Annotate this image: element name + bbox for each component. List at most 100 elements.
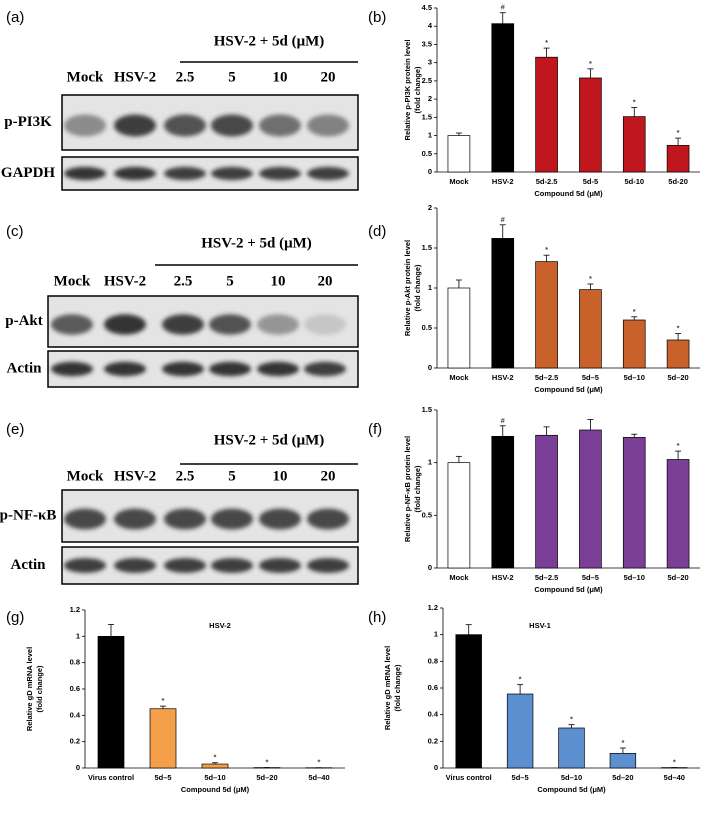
bar bbox=[201, 763, 229, 769]
bar bbox=[622, 437, 646, 569]
band bbox=[211, 508, 253, 530]
x-axis-label: Compound 5d (μM) bbox=[181, 785, 250, 794]
significance-marker: # bbox=[501, 3, 506, 12]
significance-marker: * bbox=[162, 696, 165, 705]
significance-marker: * bbox=[677, 128, 680, 137]
bar bbox=[447, 135, 471, 173]
y-axis-label: (fold change) bbox=[413, 66, 422, 114]
band bbox=[114, 166, 156, 181]
x-tick-label: 5d–2.5 bbox=[535, 373, 558, 382]
x-tick-label: 5d–5 bbox=[582, 573, 599, 582]
x-axis-label: Compound 5d (μM) bbox=[534, 385, 603, 394]
group-label: HSV-2 + 5d (μM) bbox=[214, 33, 325, 49]
lane-label: 2.5 bbox=[176, 468, 195, 484]
band bbox=[64, 558, 106, 573]
band bbox=[104, 361, 146, 377]
y-tick-label: 0.2 bbox=[70, 737, 80, 746]
y-tick-label: 0 bbox=[434, 763, 438, 772]
y-tick-label: 0.8 bbox=[70, 658, 80, 667]
y-tick-label: 1 bbox=[428, 283, 432, 292]
y-axis-label: Relative p-Akt protein level bbox=[403, 240, 412, 336]
y-axis-label: (fold change) bbox=[35, 665, 44, 713]
y-tick-label: 1.2 bbox=[428, 603, 438, 612]
row-label: Actin bbox=[7, 360, 43, 376]
bar bbox=[579, 429, 602, 569]
x-tick-label: 5d–20 bbox=[667, 573, 688, 582]
lane-label: 20 bbox=[321, 468, 336, 484]
lane-label: HSV-2 bbox=[104, 273, 146, 289]
band bbox=[304, 314, 346, 335]
x-tick-label: 5d-10 bbox=[624, 177, 644, 186]
panel-label: (a) bbox=[6, 9, 24, 26]
y-axis-label: Relative p-PI3K protein level bbox=[403, 40, 412, 141]
panel-label: (g) bbox=[6, 609, 24, 626]
band bbox=[64, 166, 106, 181]
y-tick-label: 1 bbox=[428, 458, 432, 467]
band bbox=[51, 314, 93, 335]
y-axis-label: (fold change) bbox=[393, 664, 402, 712]
y-tick-label: 1.2 bbox=[70, 605, 80, 614]
y-tick-label: 0.4 bbox=[428, 710, 439, 719]
lane-label: HSV-2 bbox=[114, 468, 156, 484]
significance-marker: * bbox=[545, 38, 548, 47]
bar bbox=[491, 238, 515, 369]
band bbox=[209, 314, 251, 335]
y-tick-label: 0 bbox=[428, 167, 432, 176]
band bbox=[64, 508, 106, 530]
bar bbox=[579, 289, 602, 369]
band bbox=[114, 558, 156, 573]
bar bbox=[666, 339, 690, 369]
x-tick-label: 5d–10 bbox=[624, 573, 645, 582]
y-tick-label: 4.5 bbox=[422, 3, 432, 12]
x-tick-label: Mock bbox=[449, 573, 469, 582]
significance-marker: * bbox=[266, 758, 269, 767]
bar bbox=[558, 727, 585, 769]
band bbox=[259, 114, 301, 137]
x-axis-label: Compound 5d (μM) bbox=[534, 189, 603, 198]
lane-label: Mock bbox=[67, 468, 104, 484]
x-tick-label: 5d–5 bbox=[512, 773, 529, 782]
bar bbox=[506, 693, 534, 769]
x-tick-label: 5d–20 bbox=[667, 373, 688, 382]
y-tick-label: 2.5 bbox=[422, 76, 432, 85]
y-tick-label: 1.5 bbox=[422, 112, 432, 121]
band bbox=[114, 508, 156, 530]
bar bbox=[491, 435, 515, 569]
y-tick-label: 0.6 bbox=[70, 684, 80, 693]
y-tick-label: 3 bbox=[428, 58, 432, 67]
band bbox=[209, 361, 251, 377]
x-tick-label: 5d–10 bbox=[204, 773, 225, 782]
bar bbox=[491, 23, 515, 173]
y-tick-label: 0 bbox=[76, 763, 80, 772]
y-tick-label: 2 bbox=[428, 203, 432, 212]
x-tick-label: Virus control bbox=[446, 773, 492, 782]
lane-label: 20 bbox=[318, 273, 333, 289]
band bbox=[162, 314, 204, 335]
y-tick-label: 1 bbox=[76, 631, 80, 640]
significance-marker: * bbox=[570, 715, 573, 724]
group-label: HSV-2 + 5d (μM) bbox=[214, 432, 325, 448]
band bbox=[307, 114, 349, 137]
panel-label: (b) bbox=[368, 9, 386, 26]
bar bbox=[579, 77, 602, 173]
group-label: HSV-2 + 5d (μM) bbox=[201, 235, 312, 251]
bar bbox=[622, 319, 646, 369]
x-tick-label: 5d-20 bbox=[668, 177, 688, 186]
lane-label: 10 bbox=[271, 273, 286, 289]
bar bbox=[609, 752, 637, 769]
band bbox=[211, 558, 253, 573]
x-tick-label: 5d-2.5 bbox=[536, 177, 558, 186]
row-label: p-Akt bbox=[5, 313, 43, 329]
panel-label: (e) bbox=[6, 421, 24, 438]
panel-label: (f) bbox=[368, 421, 382, 438]
significance-marker: * bbox=[673, 758, 676, 767]
significance-marker: * bbox=[677, 324, 680, 333]
y-tick-label: 1.5 bbox=[422, 243, 432, 252]
significance-marker: # bbox=[501, 416, 506, 425]
panel-label: (d) bbox=[368, 223, 386, 240]
row-label: Actin bbox=[11, 557, 47, 573]
band bbox=[307, 508, 349, 530]
band bbox=[259, 558, 301, 573]
significance-marker: * bbox=[677, 441, 680, 450]
